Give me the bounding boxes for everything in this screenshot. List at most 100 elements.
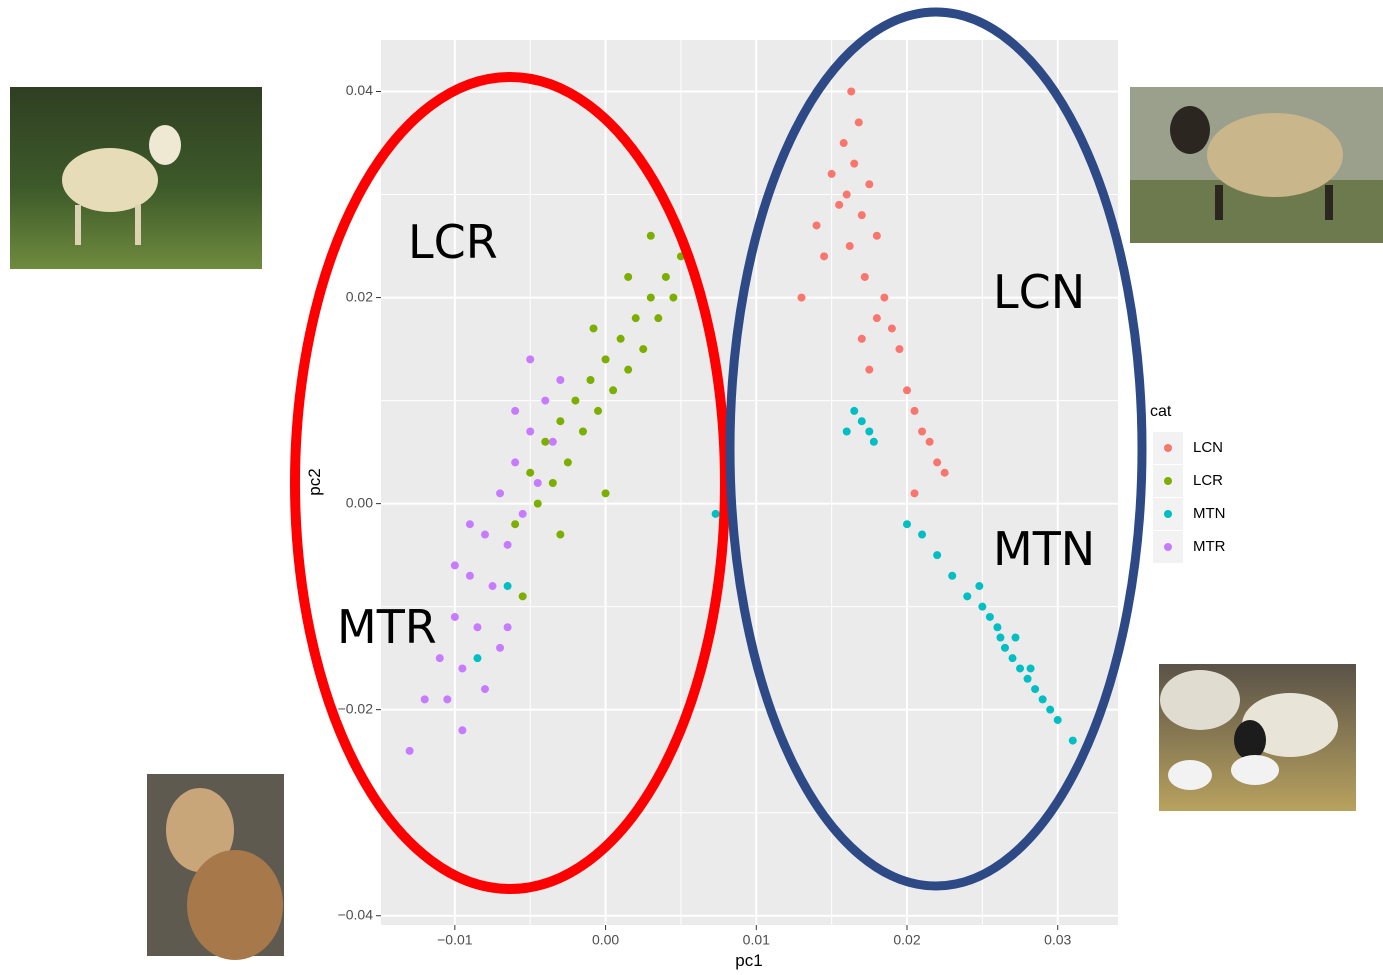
point [918, 531, 926, 539]
point [556, 376, 564, 384]
point [858, 335, 866, 343]
photo [10, 87, 262, 269]
x-tick-label: −0.01 [437, 932, 473, 948]
point [855, 118, 863, 126]
point [858, 211, 866, 219]
point [436, 654, 444, 662]
point [835, 201, 843, 209]
point [406, 747, 414, 755]
point [564, 458, 572, 466]
point [602, 355, 610, 363]
point [458, 664, 466, 672]
point [632, 314, 640, 322]
point [504, 582, 512, 590]
point [986, 613, 994, 621]
point [579, 428, 587, 436]
point [526, 469, 534, 477]
point [1024, 675, 1032, 683]
point [443, 695, 451, 703]
point [504, 623, 512, 631]
legend-label: LCR [1193, 472, 1223, 489]
point [858, 417, 866, 425]
point [865, 366, 873, 374]
y-tick-label: −0.04 [338, 906, 374, 922]
point [993, 623, 1001, 631]
point [496, 644, 504, 652]
point [586, 376, 594, 384]
point [846, 242, 854, 250]
point [712, 510, 720, 518]
point [895, 345, 903, 353]
point [1069, 737, 1077, 745]
point [843, 191, 851, 199]
point [662, 273, 670, 281]
point [458, 726, 466, 734]
point [847, 88, 855, 96]
point [519, 510, 527, 518]
point [639, 345, 647, 353]
point [873, 232, 881, 240]
point [926, 438, 934, 446]
legend-marker [1164, 477, 1172, 485]
point [534, 479, 542, 487]
point [594, 407, 602, 415]
point [511, 407, 519, 415]
point [865, 428, 873, 436]
x-tick-label: 0.01 [743, 932, 770, 948]
point [840, 139, 848, 147]
y-tick-label: 0.00 [346, 494, 373, 510]
point [421, 695, 429, 703]
annotation: MTN [993, 522, 1095, 576]
annotation: MTR [337, 600, 437, 654]
point [534, 500, 542, 508]
point [1031, 685, 1039, 693]
point [473, 623, 481, 631]
point [1046, 706, 1054, 714]
point [526, 355, 534, 363]
point [903, 386, 911, 394]
point [647, 232, 655, 240]
point [654, 314, 662, 322]
point [624, 273, 632, 281]
point [870, 438, 878, 446]
point [624, 366, 632, 374]
point [918, 428, 926, 436]
point [880, 294, 888, 302]
x-tick-label: 0.03 [1044, 932, 1071, 948]
point [617, 335, 625, 343]
point [526, 428, 534, 436]
y-tick-label: 0.02 [346, 288, 373, 304]
annotation: LCN [993, 265, 1085, 319]
x-tick-label: 0.00 [592, 932, 619, 948]
point [451, 613, 459, 621]
point [948, 572, 956, 580]
plot-panel [381, 40, 1118, 925]
point [466, 520, 474, 528]
point [1016, 664, 1024, 672]
legend-marker [1164, 510, 1172, 518]
point [797, 294, 805, 302]
point [1012, 634, 1020, 642]
x-tick-label: 0.02 [893, 932, 920, 948]
point [933, 551, 941, 559]
y-tick-label: 0.04 [346, 82, 373, 98]
chart: −0.010.000.010.020.03−0.04−0.020.000.020… [0, 0, 1383, 975]
legend-marker [1164, 543, 1172, 551]
point [504, 541, 512, 549]
point [861, 273, 869, 281]
point [975, 582, 983, 590]
legend-label: MTR [1193, 538, 1226, 555]
point [1027, 664, 1035, 672]
point [1054, 716, 1062, 724]
legend-label: LCN [1193, 439, 1223, 456]
point [602, 489, 610, 497]
point [963, 592, 971, 600]
point [941, 469, 949, 477]
point [1039, 695, 1047, 703]
point [813, 221, 821, 229]
point [669, 294, 677, 302]
point [489, 582, 497, 590]
point [511, 520, 519, 528]
legend-label: MTN [1193, 505, 1226, 522]
